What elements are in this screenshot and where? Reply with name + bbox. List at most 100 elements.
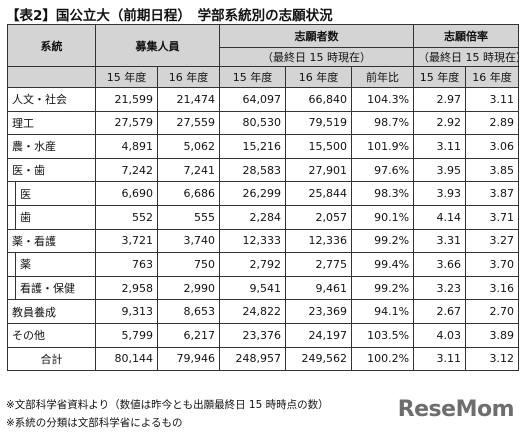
table-cell: 2,990 <box>157 275 220 301</box>
table-cell: 3.66 <box>413 252 467 277</box>
table-cell: 3,721 <box>95 228 158 254</box>
header-applicants-title: 志願者数 <box>294 30 339 43</box>
table-row: 看護・保健 2,958 2,990 9,541 9,461 99.2% 3.23 3.16 <box>7 275 520 301</box>
header-blank <box>7 66 96 88</box>
total-row: 合計 80,144 79,946 248,957 249,562 100.2% 3.11 3.… <box>7 346 520 372</box>
header-category: 系統 <box>7 24 96 67</box>
header-yoy: 前年比 <box>350 66 415 88</box>
table-row: 教員養成 9,313 8,653 24,822 23,369 94.1% 2.67 2.70 <box>7 299 520 324</box>
header-recruit: 募集人員 <box>95 24 220 67</box>
table-cell: 66,840 <box>285 87 352 112</box>
table-cell: 6,686 <box>157 181 220 206</box>
header-recruit-16: 16 年度 <box>157 66 220 88</box>
indent-cell <box>7 275 16 301</box>
table-cell: 2.70 <box>465 299 520 324</box>
table-cell: 3.31 <box>413 228 467 254</box>
header-recruit-15: 15 年度 <box>95 66 158 88</box>
row-category: 薬・看護 <box>7 228 96 254</box>
total-cell: 248,957 <box>219 346 286 372</box>
table-cell: 9,313 <box>95 299 158 324</box>
total-label: 合計 <box>7 346 96 372</box>
table-cell: 64,097 <box>219 87 286 112</box>
table-row: 薬・看護 3,721 3,740 12,333 12,336 99.2% 3.31 3.27 <box>7 228 520 254</box>
footnote-classification: ※系統の分類は文部科学省によるもの <box>6 417 183 429</box>
header-applicants-15: 15 年度 <box>219 66 286 88</box>
total-cell: 3.11 <box>413 346 467 372</box>
header-ratio-16: 16 年度 <box>465 66 520 88</box>
table-cell: 5,062 <box>157 134 220 159</box>
table-cell: 3.11 <box>413 134 467 159</box>
header-ratio-title: 志願倍率 <box>444 30 489 43</box>
row-category: 人文・社会 <box>7 87 96 112</box>
table-cell: 80,530 <box>219 110 286 136</box>
header-ratio-15: 15 年度 <box>413 66 467 88</box>
row-category: 薬 <box>15 252 96 277</box>
table-row: 医 6,690 6,686 26,299 25,844 98.3% 3.93 3.87 <box>7 181 520 206</box>
table-cell: 28,583 <box>219 157 286 183</box>
table-cell: 2,792 <box>219 252 286 277</box>
row-category: 歯 <box>15 204 96 230</box>
table-cell: 3.87 <box>465 181 520 206</box>
table-cell: 23,376 <box>219 322 286 348</box>
table-cell: 99.2% <box>350 228 415 254</box>
table-cell: 9,461 <box>285 275 352 301</box>
table-cell: 4.03 <box>413 322 467 348</box>
table-cell: 3.93 <box>413 181 467 206</box>
table-cell: 3,740 <box>157 228 220 254</box>
table-row: 薬 763 750 2,792 2,775 99.4% 3.66 3.70 <box>7 252 520 277</box>
table-cell: 750 <box>157 252 220 277</box>
table-cell: 2.97 <box>413 87 467 112</box>
table-cell: 2.89 <box>465 110 520 136</box>
table-cell: 2.92 <box>413 110 467 136</box>
resemom-logo: ReseMom <box>397 397 515 422</box>
table-cell: 3.06 <box>465 134 520 159</box>
table-cell: 79,519 <box>285 110 352 136</box>
table-cell: 27,559 <box>157 110 220 136</box>
total-cell: 3.12 <box>465 346 520 372</box>
table-cell: 3.23 <box>413 275 467 301</box>
table-cell: 15,500 <box>285 134 352 159</box>
table-cell: 99.4% <box>350 252 415 277</box>
table-cell: 7,242 <box>95 157 158 183</box>
table-cell: 21,474 <box>157 87 220 112</box>
table-cell: 103.5% <box>350 322 415 348</box>
table-cell: 26,299 <box>219 181 286 206</box>
header-applicants: 志願者数 <box>218 24 415 48</box>
table-cell: 7,241 <box>157 157 220 183</box>
header-ratio-sub: （最終日 15 時現在） <box>413 47 520 67</box>
footnote-source: ※文部科学省資料より（数値は昨今とも出願最終日 15 時時点の数） <box>6 399 329 411</box>
table-cell: 8,653 <box>157 299 220 324</box>
header-ratio: 志願倍率 <box>413 24 520 48</box>
table-cell: 27,901 <box>285 157 352 183</box>
table-cell: 2,958 <box>95 275 158 301</box>
table-title: 【表2】国公立大（前期日程） 学部系統別の志願状況 <box>6 8 333 24</box>
table-cell: 104.3% <box>350 87 415 112</box>
table-cell: 25,844 <box>285 181 352 206</box>
table-cell: 90.1% <box>350 204 415 230</box>
row-category: 理工 <box>7 110 96 136</box>
table-cell: 552 <box>95 204 158 230</box>
indent-cell <box>7 181 16 206</box>
table-cell: 21,599 <box>95 87 158 112</box>
table-cell: 2,775 <box>285 252 352 277</box>
table-cell: 24,197 <box>285 322 352 348</box>
table-row: 医・歯 7,242 7,241 28,583 27,901 97.6% 3.95 3.85 <box>7 157 520 183</box>
total-cell: 80,144 <box>95 346 158 372</box>
row-category: 医 <box>15 181 96 206</box>
table-cell: 27,579 <box>95 110 158 136</box>
table-cell: 98.3% <box>350 181 415 206</box>
table-cell: 24,822 <box>219 299 286 324</box>
indent-cell <box>7 252 16 277</box>
row-category: 農・水産 <box>7 134 96 159</box>
header-applicants-sub: （最終日 15 時現在） <box>218 47 415 67</box>
table-cell: 3.16 <box>465 275 520 301</box>
table-row: 農・水産 4,891 5,062 15,216 15,500 101.9% 3.11 3.06 <box>7 134 520 159</box>
table-cell: 12,336 <box>285 228 352 254</box>
table-cell: 2,057 <box>285 204 352 230</box>
table-cell: 555 <box>157 204 220 230</box>
table-cell: 15,216 <box>219 134 286 159</box>
table-row: その他 5,799 6,217 23,376 24,197 103.5% 4.03 3.89 <box>7 322 520 348</box>
table-cell: 3.95 <box>413 157 467 183</box>
table-cell: 4,891 <box>95 134 158 159</box>
table-cell: 23,369 <box>285 299 352 324</box>
